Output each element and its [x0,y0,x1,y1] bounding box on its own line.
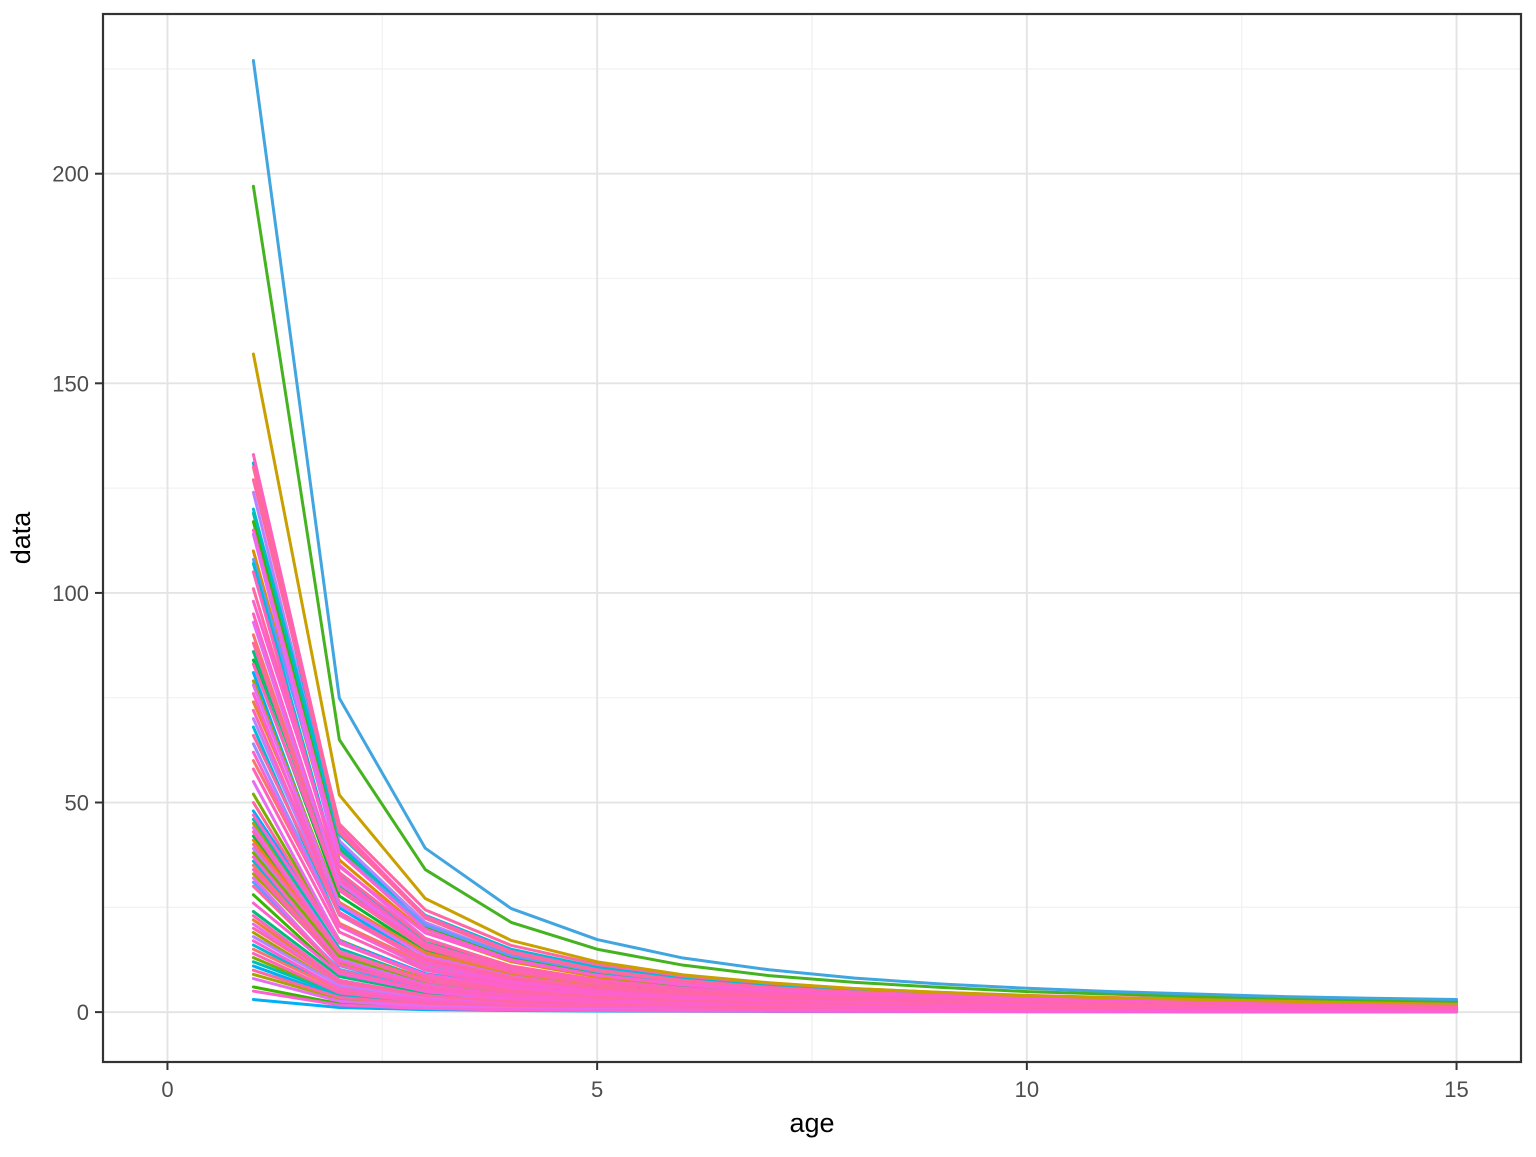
x-tick-label: 15 [1444,1077,1468,1102]
series-layer [251,59,1459,1014]
y-tick-label: 150 [52,371,89,396]
x-tick-label: 10 [1015,1077,1039,1102]
x-tick-label: 0 [161,1077,173,1102]
x-tick-label: 5 [591,1077,603,1102]
series-line [251,352,1459,1005]
y-tick-label: 100 [52,581,89,606]
y-tick-label: 200 [52,162,89,187]
x-axis-title: age [789,1108,834,1138]
y-tick-label: 50 [65,791,89,816]
series-line [251,989,1459,1014]
y-axis-title: data [6,511,36,565]
series-line [251,662,1459,1008]
series-line [251,733,1459,1010]
panel-border [101,12,1523,1064]
series-line [251,59,1459,1002]
series-line [251,184,1459,1003]
y-tick-label: 0 [77,1000,89,1025]
